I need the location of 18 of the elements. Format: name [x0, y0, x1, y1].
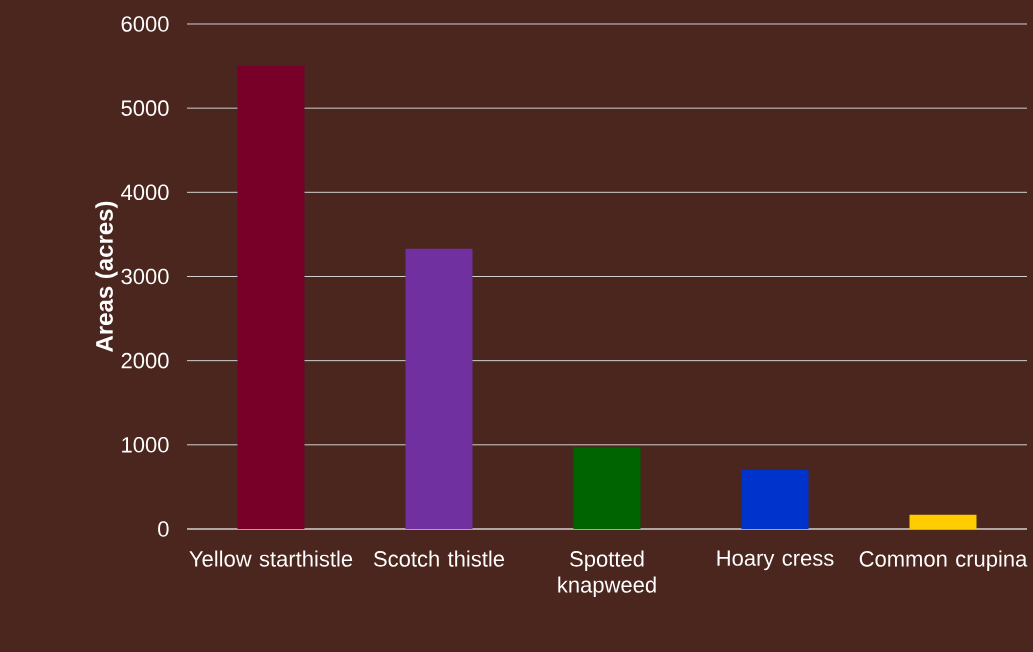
bar: [405, 248, 473, 529]
bar: [741, 470, 809, 529]
y-tick-label: 3000: [121, 268, 169, 285]
x-tick-label: Scotch thistle: [373, 550, 505, 567]
x-tick-label: Yellow starthistle: [189, 550, 353, 567]
bar: [909, 514, 977, 529]
bar: [237, 66, 305, 529]
y-tick-label: 1000: [122, 437, 169, 453]
y-tick-label: 0: [158, 521, 169, 537]
y-tick-label: 4000: [121, 184, 169, 201]
y-tick-label: 6000: [121, 16, 169, 32]
y-tick-label: 5000: [121, 100, 169, 116]
x-tick-label: Hoary cress: [717, 550, 834, 571]
x-tick-label: Spotted knapweed: [558, 550, 656, 598]
y-tick-label: 2000: [121, 352, 169, 369]
y-axis-title: Areas (acres): [95, 201, 118, 352]
bar: [573, 447, 641, 529]
x-tick-label: Common crupina: [859, 550, 1028, 572]
